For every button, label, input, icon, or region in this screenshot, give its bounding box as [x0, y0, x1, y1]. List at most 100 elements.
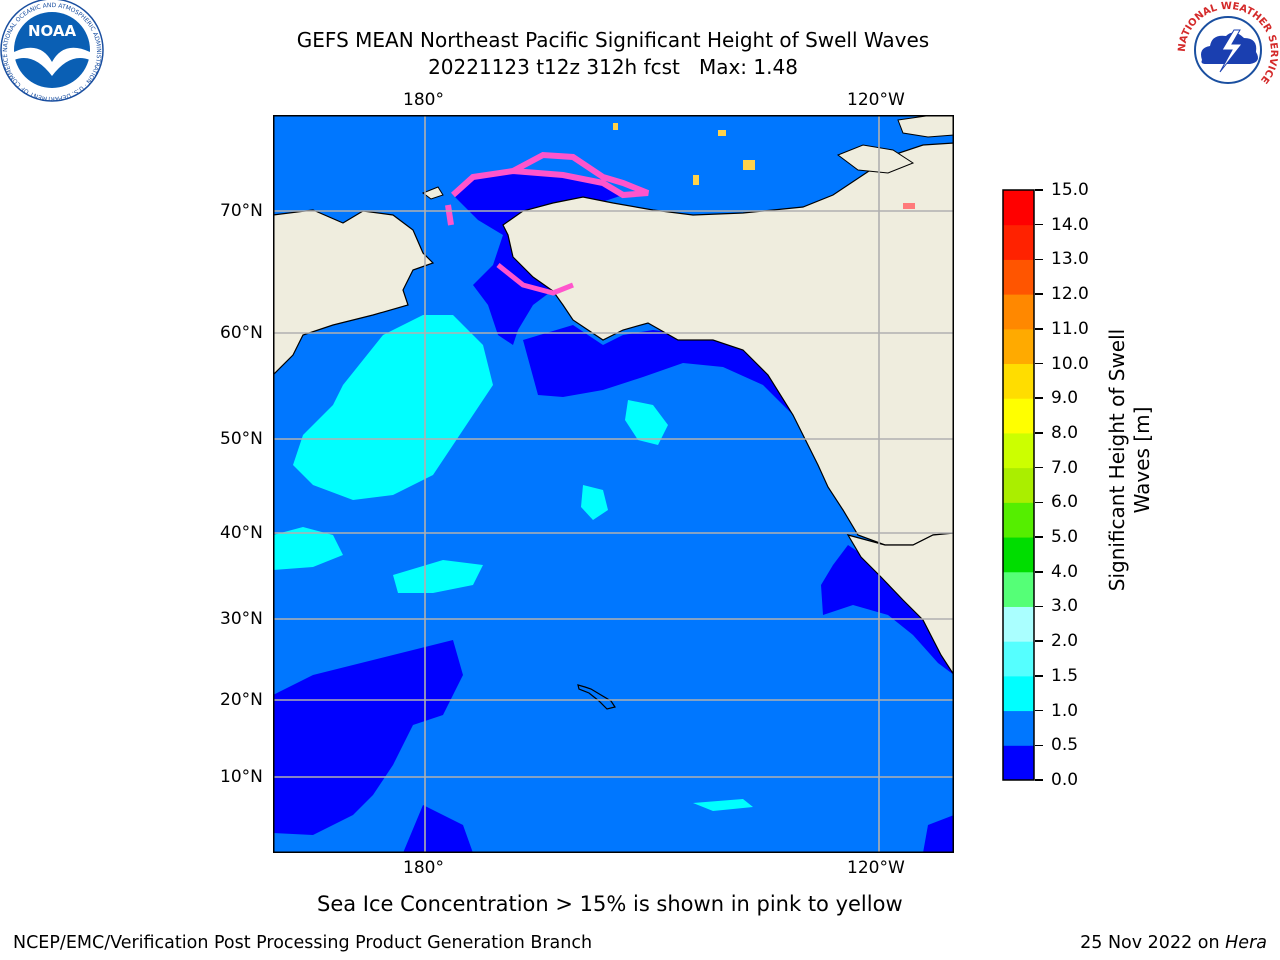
- colorbar-tick-label: 5.0: [1051, 527, 1079, 548]
- sea-ice-bering: [496, 263, 574, 296]
- colorbar-tick-mark: [1035, 640, 1043, 642]
- land-siberia: [273, 209, 435, 376]
- land-us-west-coast: [846, 532, 954, 677]
- land-alaska-canada: [502, 142, 954, 546]
- high-swell-north-pacific: [293, 315, 493, 500]
- colorbar: [1002, 189, 1035, 781]
- top-lon-label-120w: 120°W: [847, 90, 905, 110]
- bottom-lon-label-180: 180°: [403, 858, 444, 878]
- colorbar-tick-label: 11.0: [1051, 318, 1089, 339]
- chart-subtitle: 20221123 t12z 312h fcst Max: 1.48: [428, 55, 798, 79]
- colorbar-segment: [1003, 675, 1034, 712]
- colorbar-tick-label: 9.0: [1051, 388, 1079, 409]
- map-panel: [273, 115, 954, 853]
- colorbar-tick-label: 12.0: [1051, 284, 1089, 305]
- svg-text:NOAA: NOAA: [28, 22, 77, 40]
- colorbar-tick-label: 0.0: [1051, 770, 1079, 790]
- bottom-lon-label-120w: 120°W: [847, 858, 905, 878]
- map-gridlines: [273, 115, 954, 853]
- colorbar-segment: [1003, 224, 1034, 260]
- low-swell-s: [403, 805, 473, 853]
- colorbar-tick-label: 10.0: [1051, 353, 1089, 374]
- colorbar-segment: [1003, 259, 1034, 295]
- colorbar-segment: [1003, 363, 1034, 399]
- colorbar-tick-label: 14.0: [1051, 214, 1089, 235]
- lat-label-60n: 60°N: [220, 323, 263, 343]
- colorbar-tick-label: 2.0: [1051, 631, 1079, 652]
- colorbar-segment: [1003, 502, 1034, 538]
- colorbar-segment: [1003, 467, 1034, 503]
- lat-label-20n: 20°N: [220, 690, 263, 710]
- colorbar-label: Significant Height of Swell Waves [m]: [1105, 310, 1155, 610]
- sea-ice-point-5: [903, 203, 915, 209]
- footer-date: 25 Nov 2022 on Hera: [1080, 933, 1267, 953]
- colorbar-tick-mark: [1035, 189, 1043, 191]
- colorbar-segment: [1003, 294, 1034, 330]
- colorbar-tick-mark: [1035, 744, 1043, 747]
- colorbar-tick-mark: [1035, 466, 1043, 469]
- colorbar-tick-mark: [1035, 675, 1043, 677]
- chart-title: GEFS MEAN Northeast Pacific Significant …: [296, 28, 930, 52]
- footer-branch: NCEP/EMC/Verification Post Processing Pr…: [13, 933, 593, 953]
- sea-ice-caption: Sea Ice Concentration > 15% is shown in …: [317, 892, 903, 916]
- high-swell-central: [393, 560, 483, 593]
- colorbar-tick-mark: [1035, 293, 1043, 295]
- colorbar-tick-label: 1.5: [1051, 665, 1079, 686]
- noaa-logo: NATIONAL OCEANIC AND ATMOSPHERIC ADMINIS…: [0, 0, 104, 102]
- colorbar-label-line1: Significant Height of Swell: [1105, 328, 1129, 592]
- footer-machine: Hera: [1225, 933, 1267, 953]
- colorbar-tick-label: 0.5: [1051, 735, 1079, 756]
- colorbar-tick-mark: [1035, 223, 1043, 226]
- colorbar-tick-mark: [1035, 432, 1043, 434]
- colorbar-tick-mark: [1035, 501, 1043, 504]
- land-arctic-island-2: [897, 115, 954, 138]
- lat-label-50n: 50°N: [220, 429, 263, 449]
- colorbar-tick-label: 1.0: [1051, 700, 1079, 721]
- colorbar-segment: [1003, 571, 1034, 607]
- sea-ice-point-3: [743, 160, 755, 170]
- high-swell-patch-2: [581, 485, 608, 520]
- colorbar-segment: [1003, 432, 1034, 469]
- colorbar-segment: [1003, 190, 1034, 226]
- map-frame: [273, 115, 954, 853]
- colorbar-tick-label: 3.0: [1051, 596, 1079, 617]
- high-swell-west: [273, 527, 343, 570]
- colorbar-tick-mark: [1035, 258, 1043, 261]
- colorbar-tick-mark: [1035, 605, 1043, 608]
- low-swell-se: [923, 815, 954, 853]
- sea-ice-point-1: [613, 123, 618, 130]
- high-swell-patch-3: [693, 799, 753, 811]
- colorbar-tick-label: 8.0: [1051, 422, 1079, 443]
- land-wrangel-island: [421, 186, 444, 200]
- colorbar-segment: [1003, 606, 1034, 642]
- lat-label-10n: 10°N: [220, 767, 263, 787]
- lat-label-30n: 30°N: [220, 609, 263, 629]
- top-lon-label-180: 180°: [403, 90, 444, 110]
- colorbar-segment: [1003, 398, 1034, 434]
- sea-ice-point-2: [718, 130, 726, 136]
- colorbar-tick-mark: [1035, 779, 1043, 781]
- colorbar-tick-label: 13.0: [1051, 249, 1089, 270]
- land-hawaii: [577, 684, 616, 710]
- colorbar-segment: [1003, 328, 1034, 365]
- colorbar-segment: [1003, 710, 1034, 746]
- colorbar-tick-label: 15.0: [1051, 180, 1089, 200]
- colorbar-segment: [1003, 745, 1034, 781]
- land-arctic-island-1: [836, 144, 915, 174]
- lat-label-40n: 40°N: [220, 523, 263, 543]
- lat-label-70n: 70°N: [220, 201, 263, 221]
- colorbar-tick-mark: [1035, 536, 1043, 538]
- colorbar-label-line2: Waves [m]: [1130, 406, 1154, 514]
- colorbar-tick-mark: [1035, 397, 1043, 399]
- colorbar-segment: [1003, 537, 1034, 573]
- colorbar-tick-mark: [1035, 328, 1043, 330]
- colorbar-tick-label: 4.0: [1051, 561, 1079, 582]
- colorbar-tick-label: 6.0: [1051, 492, 1079, 513]
- colorbar-segment: [1003, 641, 1034, 677]
- low-swell-california: [821, 545, 954, 675]
- nws-logo: NATIONAL WEATHER SERVICE: [1177, 0, 1279, 101]
- colorbar-tick-mark: [1035, 709, 1043, 712]
- colorbar-frame: [1002, 189, 1035, 781]
- sea-ice-point-4: [693, 175, 699, 185]
- sea-ice-chukchi: [450, 151, 650, 199]
